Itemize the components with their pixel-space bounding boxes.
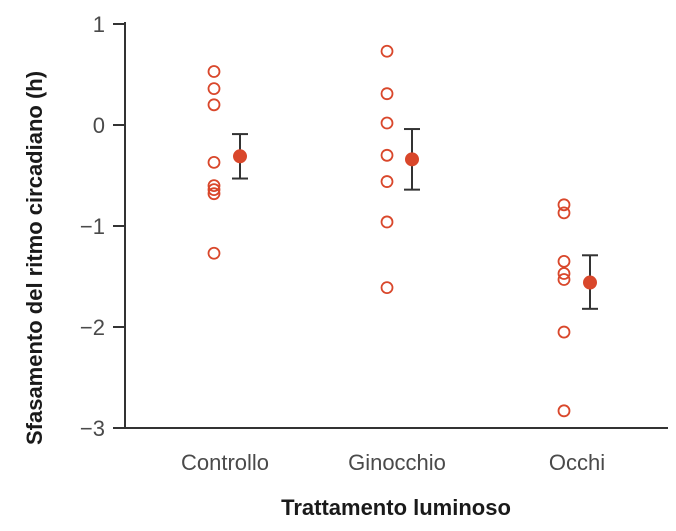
data-point	[207, 187, 221, 201]
data-point	[380, 87, 394, 101]
data-point	[557, 267, 571, 280]
data-point	[207, 183, 221, 197]
x-axis-tick-labels: Controllo Ginocchio Occhi	[181, 450, 605, 475]
mean-point	[583, 275, 597, 290]
y-tick-label: 0	[93, 113, 105, 138]
data-point	[557, 325, 571, 339]
plot-area	[207, 44, 598, 418]
data-point	[380, 281, 394, 295]
data-point	[207, 82, 221, 96]
mean-point	[233, 149, 247, 164]
data-point	[207, 98, 221, 112]
data-point	[207, 155, 221, 169]
data-point	[380, 116, 394, 130]
data-point	[557, 404, 571, 418]
data-point	[380, 215, 394, 229]
data-point	[557, 198, 571, 212]
data-point	[380, 175, 394, 188]
data-point	[207, 246, 221, 260]
data-point	[207, 179, 221, 193]
data-point	[380, 44, 394, 58]
data-point	[557, 273, 571, 286]
y-tick-label: −1	[80, 214, 105, 239]
y-axis-ticks: 1 0 −1 −2 −3	[80, 12, 125, 441]
x-tick-label: Occhi	[549, 450, 605, 475]
y-tick-label: −2	[80, 315, 105, 340]
x-tick-label: Controllo	[181, 450, 269, 475]
data-point	[207, 65, 221, 78]
y-axis-title: Sfasamento del ritmo circadiano (h)	[22, 71, 47, 445]
mean-point	[405, 152, 419, 167]
data-point	[557, 206, 571, 220]
x-axis-title: Trattamento luminoso	[281, 495, 511, 520]
x-tick-label: Ginocchio	[348, 450, 446, 475]
data-point	[380, 148, 394, 162]
y-tick-label: 1	[93, 12, 105, 37]
data-point	[557, 254, 571, 268]
y-tick-label: −3	[80, 416, 105, 441]
